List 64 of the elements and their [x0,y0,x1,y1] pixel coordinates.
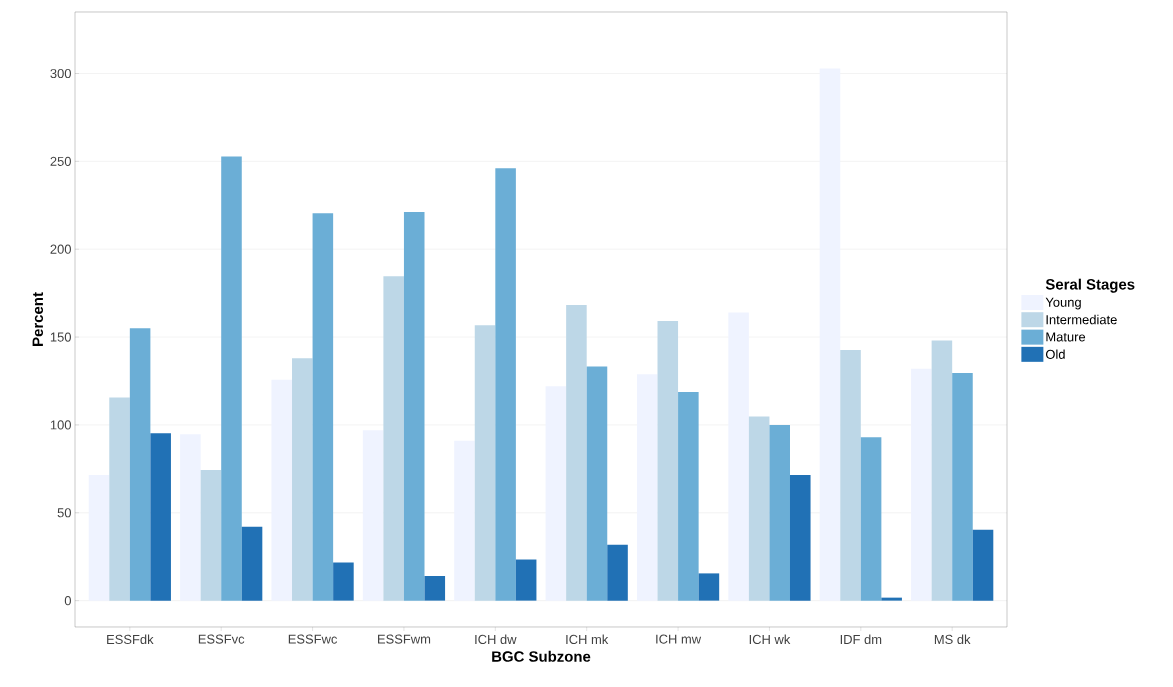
bar [333,562,354,601]
legend-title: Seral Stages [1045,278,1135,293]
bar [383,276,404,601]
x-tick-label: ESSFvc [198,634,245,644]
bar [200,469,222,601]
y-tick-label: 0 [64,596,71,606]
x-tick-label: ICH wk [749,634,791,645]
bar [728,312,749,601]
bar [403,211,425,601]
x-tick-label: MS dk [934,634,971,645]
x-tick-label: ICH mw [656,634,702,644]
bar [790,474,811,601]
bar [515,559,537,601]
bar [769,424,790,601]
legend-label: Old [1045,349,1065,359]
bar [271,379,293,601]
legend-label: Mature [1046,332,1086,342]
x-tick-label: ESSFwc [288,634,338,644]
bar [221,156,242,601]
bar [109,397,130,601]
bar [586,366,608,601]
bar [362,430,384,601]
bar [312,213,334,601]
y-tick-label: 250 [50,156,71,166]
x-tick-label: ESSFwm [378,634,431,644]
bar [911,368,932,601]
x-tick-label: ICH dw [475,634,517,645]
bar [292,358,313,601]
y-tick-label: 50 [57,508,71,518]
y-tick-label: 150 [50,332,71,342]
bar [129,328,151,601]
legend-label: Young [1045,297,1081,310]
bar [495,168,516,601]
bar [180,434,201,601]
bar [545,386,567,601]
x-tick-label: ICH mk [566,634,609,645]
bar [636,374,658,601]
bar [424,576,446,601]
y-tick-label: 100 [50,420,71,430]
y-tick-label: 300 [50,68,71,79]
bar [241,526,263,601]
bar [607,544,628,601]
bar [931,340,953,601]
bar [972,529,994,601]
bar [88,474,110,601]
bar [657,320,679,601]
bar [952,372,973,601]
bar [860,437,882,601]
bar [840,350,861,601]
bar [454,440,475,601]
legend-label: Intermediate [1046,314,1117,325]
y-axis-title: Percent [32,292,44,346]
x-tick-label: IDF dm [840,634,882,645]
bar [819,68,841,601]
bar [748,416,770,601]
bar [566,304,587,601]
x-axis-title: BGC Subzone [492,650,591,662]
bar [881,597,902,601]
y-tick-label: 200 [50,244,71,254]
bar [698,573,720,601]
bar [678,392,699,601]
x-tick-label: ESSFdk [107,634,154,645]
bar [150,433,171,601]
bar [474,325,496,601]
